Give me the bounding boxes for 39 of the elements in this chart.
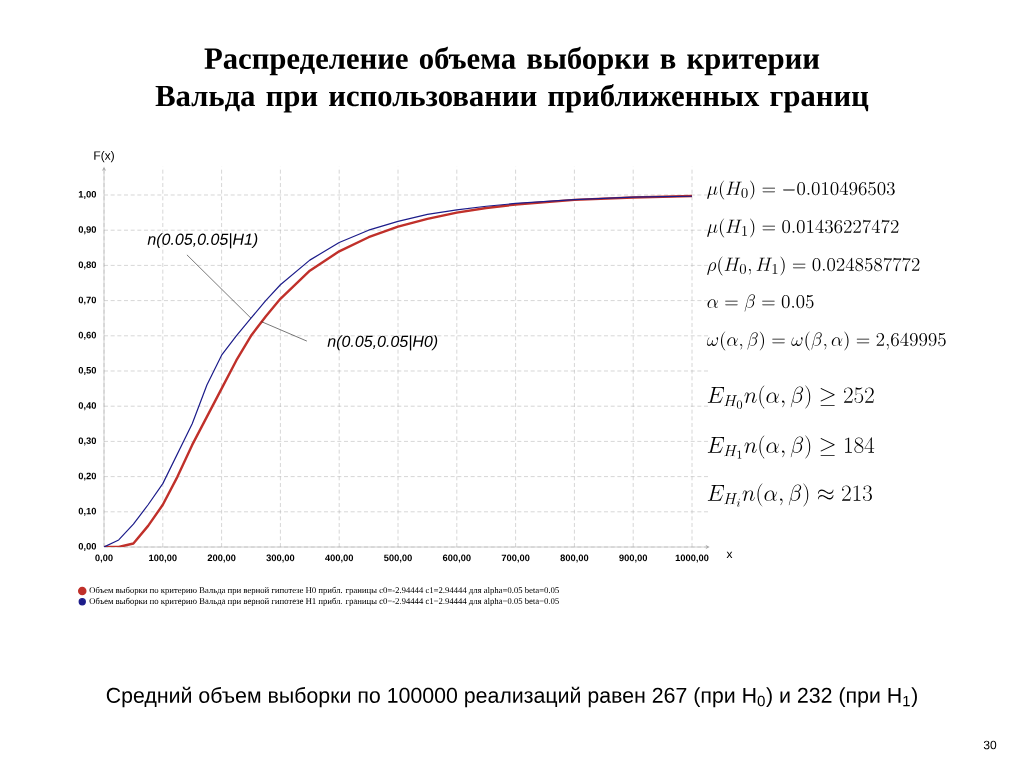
x-tick-label: 100,00 <box>149 554 177 563</box>
y-tick-label: 0,10 <box>78 507 97 516</box>
y-axis-title: F(x) <box>94 150 114 163</box>
y-tick-label: 0,20 <box>78 472 97 481</box>
annotation: $\mu(H_1) = 0.01436227472$ <box>707 218 899 238</box>
x-tick-label: 300,00 <box>266 554 295 563</box>
y-tick-label: 0,50 <box>78 367 97 375</box>
legend-label: Объем выборки по критерию Вальда при верной гипотезе H0 прибл. границы c0=-2.94444 c1=2.94444 для alpha=0.05 beta=0.05 <box>89 586 559 595</box>
y-tick-label: 0,40 <box>78 402 97 411</box>
x-tick-label: 1000,00 <box>675 554 709 563</box>
x-tick-label: 200,00 <box>207 554 236 563</box>
annotation: $E_{H_i} n(\alpha, \beta) \approx 213$ <box>707 483 872 507</box>
annotation: $E_{H_0} n(\alpha, \beta) \geq 252$ <box>707 385 874 409</box>
annotation: $E_{H_1} n(\alpha, \beta) \geq 184$ <box>707 435 875 459</box>
x-tick-label: 400,00 <box>325 554 354 563</box>
text: Средний объем выборки по 100000 реализаций равен 267 (при H$_{0}$) и 232 (при H$_{1}$) <box>106 686 917 708</box>
x-tick-label: 600,00 <box>442 554 471 563</box>
y-tick-label: 0,80 <box>78 261 97 270</box>
x-axis-title: x <box>726 551 733 559</box>
legend-label: Объем выборки по критерию Вальда при верной гипотезе H1 прибл. границы c0=-2.94444 c1=2.94444 для alpha=0.05 beta=0.05 <box>89 597 559 606</box>
x-tick-label: 700,00 <box>501 554 530 563</box>
y-tick-label: 0,90 <box>78 226 97 235</box>
y-tick-label: 1,00 <box>78 191 97 199</box>
y-tick-label: 0,70 <box>78 296 97 305</box>
annotation: $\omega(\alpha, \beta) = \omega(\beta, \alpha) = 2{,}649995$ <box>706 331 946 351</box>
annotation: $\rho(H_0, H_1) = 0.0248587772$ <box>707 256 920 276</box>
annotation: n(0.05,0.05|H0) <box>327 335 438 351</box>
y-tick-label: 0,00 <box>78 543 97 551</box>
text: 30 <box>983 740 997 750</box>
annotation: n(0.05,0.05|H1) <box>147 233 258 249</box>
x-tick-label: 800,00 <box>560 554 589 563</box>
annotation: $\alpha = \beta = 0.05$ <box>707 294 814 312</box>
annotation: $\mu(H_0) = -0.010496503$ <box>707 180 895 200</box>
chart-title: Распределение объема выборки в критерии Вальда при использовании приближенных границ <box>155 46 869 113</box>
x-tick-label: 500,00 <box>384 554 412 563</box>
y-tick-label: 0,60 <box>78 331 97 340</box>
y-tick-label: 0,30 <box>78 437 97 446</box>
x-tick-label: 0,00 <box>95 554 113 563</box>
x-tick-label: 900,00 <box>619 554 648 563</box>
